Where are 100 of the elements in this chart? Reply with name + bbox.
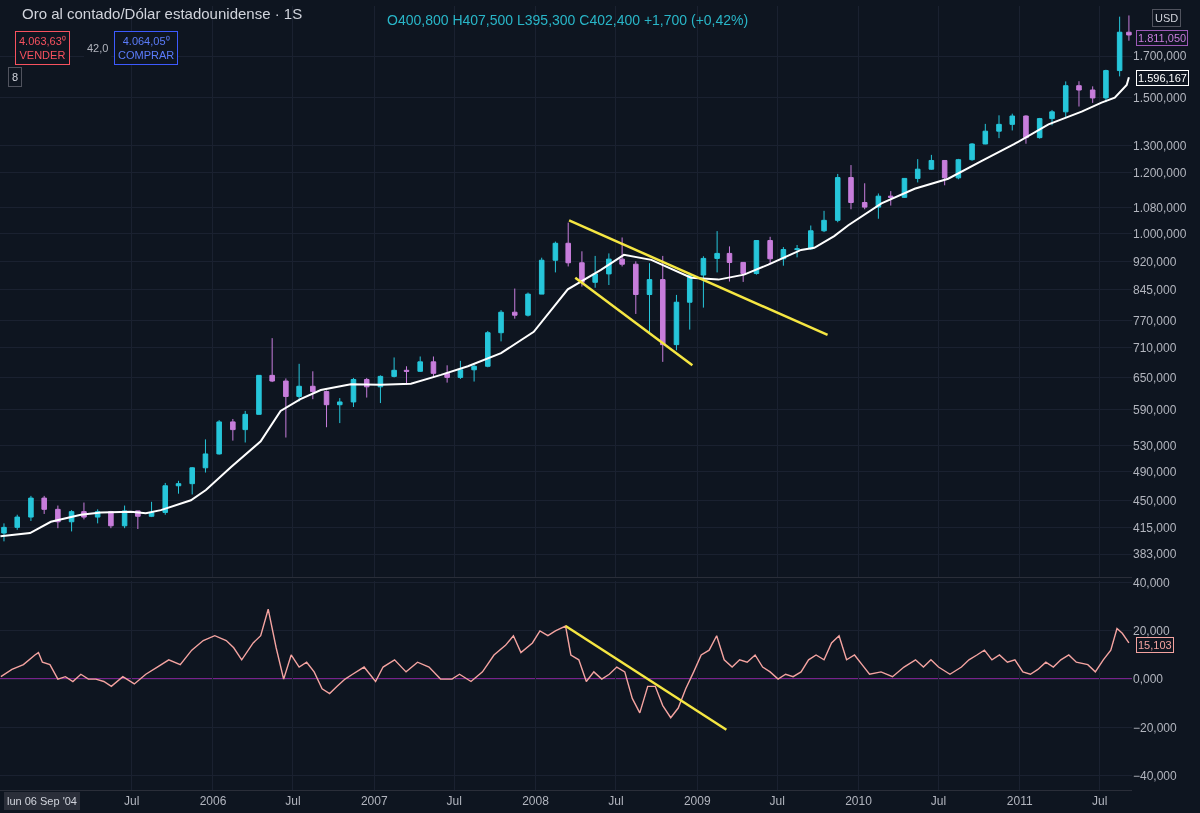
candlestick: [969, 142, 975, 162]
y-tick-label: 1.500,000: [1133, 91, 1187, 106]
candlestick: [982, 123, 989, 145]
y-tick-label: 590,000: [1133, 402, 1177, 417]
y-tick-label: 1.200,000: [1133, 165, 1187, 180]
candlestick: [579, 250, 585, 288]
text: USD: [1155, 12, 1179, 24]
candlestick: [430, 355, 437, 378]
x-tick-label: Jul: [930, 794, 947, 809]
y-tick-label: 530,000: [1133, 438, 1177, 453]
candlestick: [887, 190, 894, 207]
candlestick: [1126, 14, 1132, 42]
candlestick: [1009, 113, 1016, 131]
x-tick-label: 2009: [683, 794, 711, 809]
y-tick-label: 1.300,000: [1133, 138, 1187, 153]
x-tick-label: Jul: [446, 794, 462, 809]
y-tick-label: 490,000: [1133, 465, 1177, 480]
x-tick-label: Jul: [769, 794, 785, 809]
y-tick-label: 40,000: [1133, 575, 1171, 590]
candlestick: [1062, 80, 1069, 118]
candlestick: [323, 390, 330, 428]
candlestick: [565, 222, 571, 267]
candlestick: [175, 480, 182, 495]
x-tick-label: 2011: [1006, 794, 1033, 809]
y-tick-label: 710,000: [1133, 341, 1177, 356]
y-tick-label: 383,000: [1133, 547, 1177, 562]
candlestick: [673, 294, 680, 351]
candlestick: [538, 257, 545, 295]
candlestick: [700, 255, 707, 309]
candlestick: [485, 330, 491, 368]
candlestick: [511, 288, 518, 320]
x-tick-label: 2008: [522, 794, 550, 809]
chart-title: Oro al contado/Dólar estadounidense · 1S: [22, 5, 303, 23]
text: 1.596,167: [1138, 72, 1187, 84]
candlestick: [726, 245, 733, 283]
candlestick: [296, 363, 302, 402]
y-tick-label: 1.700,000: [1133, 49, 1187, 64]
candlestick: [202, 438, 209, 474]
candlestick: [337, 397, 343, 424]
candlestick: [686, 272, 693, 331]
annotation: 4.064,05⁰ COMPRAR: [118, 35, 175, 62]
candlestick: [41, 495, 47, 515]
candlestick: [941, 159, 948, 186]
candlestick: [996, 114, 1002, 139]
candlestick: [740, 261, 746, 283]
candlestick: [848, 164, 854, 210]
y-tick-label: 920,000: [1133, 254, 1177, 269]
y-tick-label: 20,000: [1133, 624, 1171, 639]
candlestick: [794, 244, 800, 258]
candlestick: [216, 419, 222, 456]
candlestick: [498, 309, 504, 342]
candlestick: [552, 241, 559, 273]
y-tick-label: 1.000,000: [1133, 226, 1187, 241]
x-tick-label: Jul: [608, 794, 624, 809]
text: 15,103: [1138, 639, 1172, 651]
candlestick: [457, 360, 464, 380]
annotation: 8: [12, 71, 19, 83]
candlestick: [403, 365, 410, 386]
candlestick: [230, 418, 236, 442]
x-tick-label: 2006: [199, 794, 227, 809]
candlestick: [767, 236, 773, 264]
candlestick: [834, 173, 841, 223]
candlestick: [821, 210, 827, 233]
x-tick-label: Jul: [124, 794, 140, 809]
candlestick: [1023, 114, 1029, 145]
candlestick: [808, 225, 814, 251]
candlestick: [162, 482, 169, 516]
candlestick: [914, 158, 921, 183]
candlestick: [14, 514, 21, 531]
y-tick-label: 0,000: [1133, 672, 1164, 687]
x-tick-label: Jul: [1092, 794, 1108, 809]
candlestick: [659, 255, 666, 363]
text: 1.811,050: [1138, 32, 1187, 44]
candlestick: [861, 182, 868, 210]
candlestick: [28, 495, 34, 522]
candlestick: [242, 410, 248, 443]
candlestick: [108, 510, 114, 529]
y-tick-label: 450,000: [1133, 493, 1177, 508]
y-tick-label: 845,000: [1133, 282, 1177, 297]
candlestick: [714, 230, 720, 273]
line-series: [0, 608, 1130, 719]
candlestick: [1, 522, 7, 542]
annotation: 42,0: [87, 42, 109, 54]
x-tick-label: 2010: [845, 794, 873, 809]
annotation: 4.063,63⁰ VENDER: [19, 35, 66, 62]
candlestick: [269, 337, 275, 383]
y-tick-label: 1.080,000: [1133, 200, 1187, 215]
y-tick-label: 770,000: [1133, 314, 1177, 328]
text: lun 06 Sep '04: [7, 795, 77, 807]
candlestick: [283, 377, 289, 439]
candlestick: [646, 262, 653, 335]
candlestick: [1076, 80, 1082, 108]
y-tick-label: −40,000: [1133, 768, 1178, 783]
candlestick: [391, 356, 397, 378]
chart-subtitle: O400,800 H407,500 L395,300 C402,400 +1,700 (+0,42%): [387, 12, 749, 28]
candlestick: [189, 466, 195, 495]
candlestick: [1116, 16, 1123, 77]
y-tick-label: 650,000: [1133, 370, 1177, 385]
y-tick-label: 415,000: [1133, 520, 1177, 535]
candlestick: [633, 260, 639, 315]
